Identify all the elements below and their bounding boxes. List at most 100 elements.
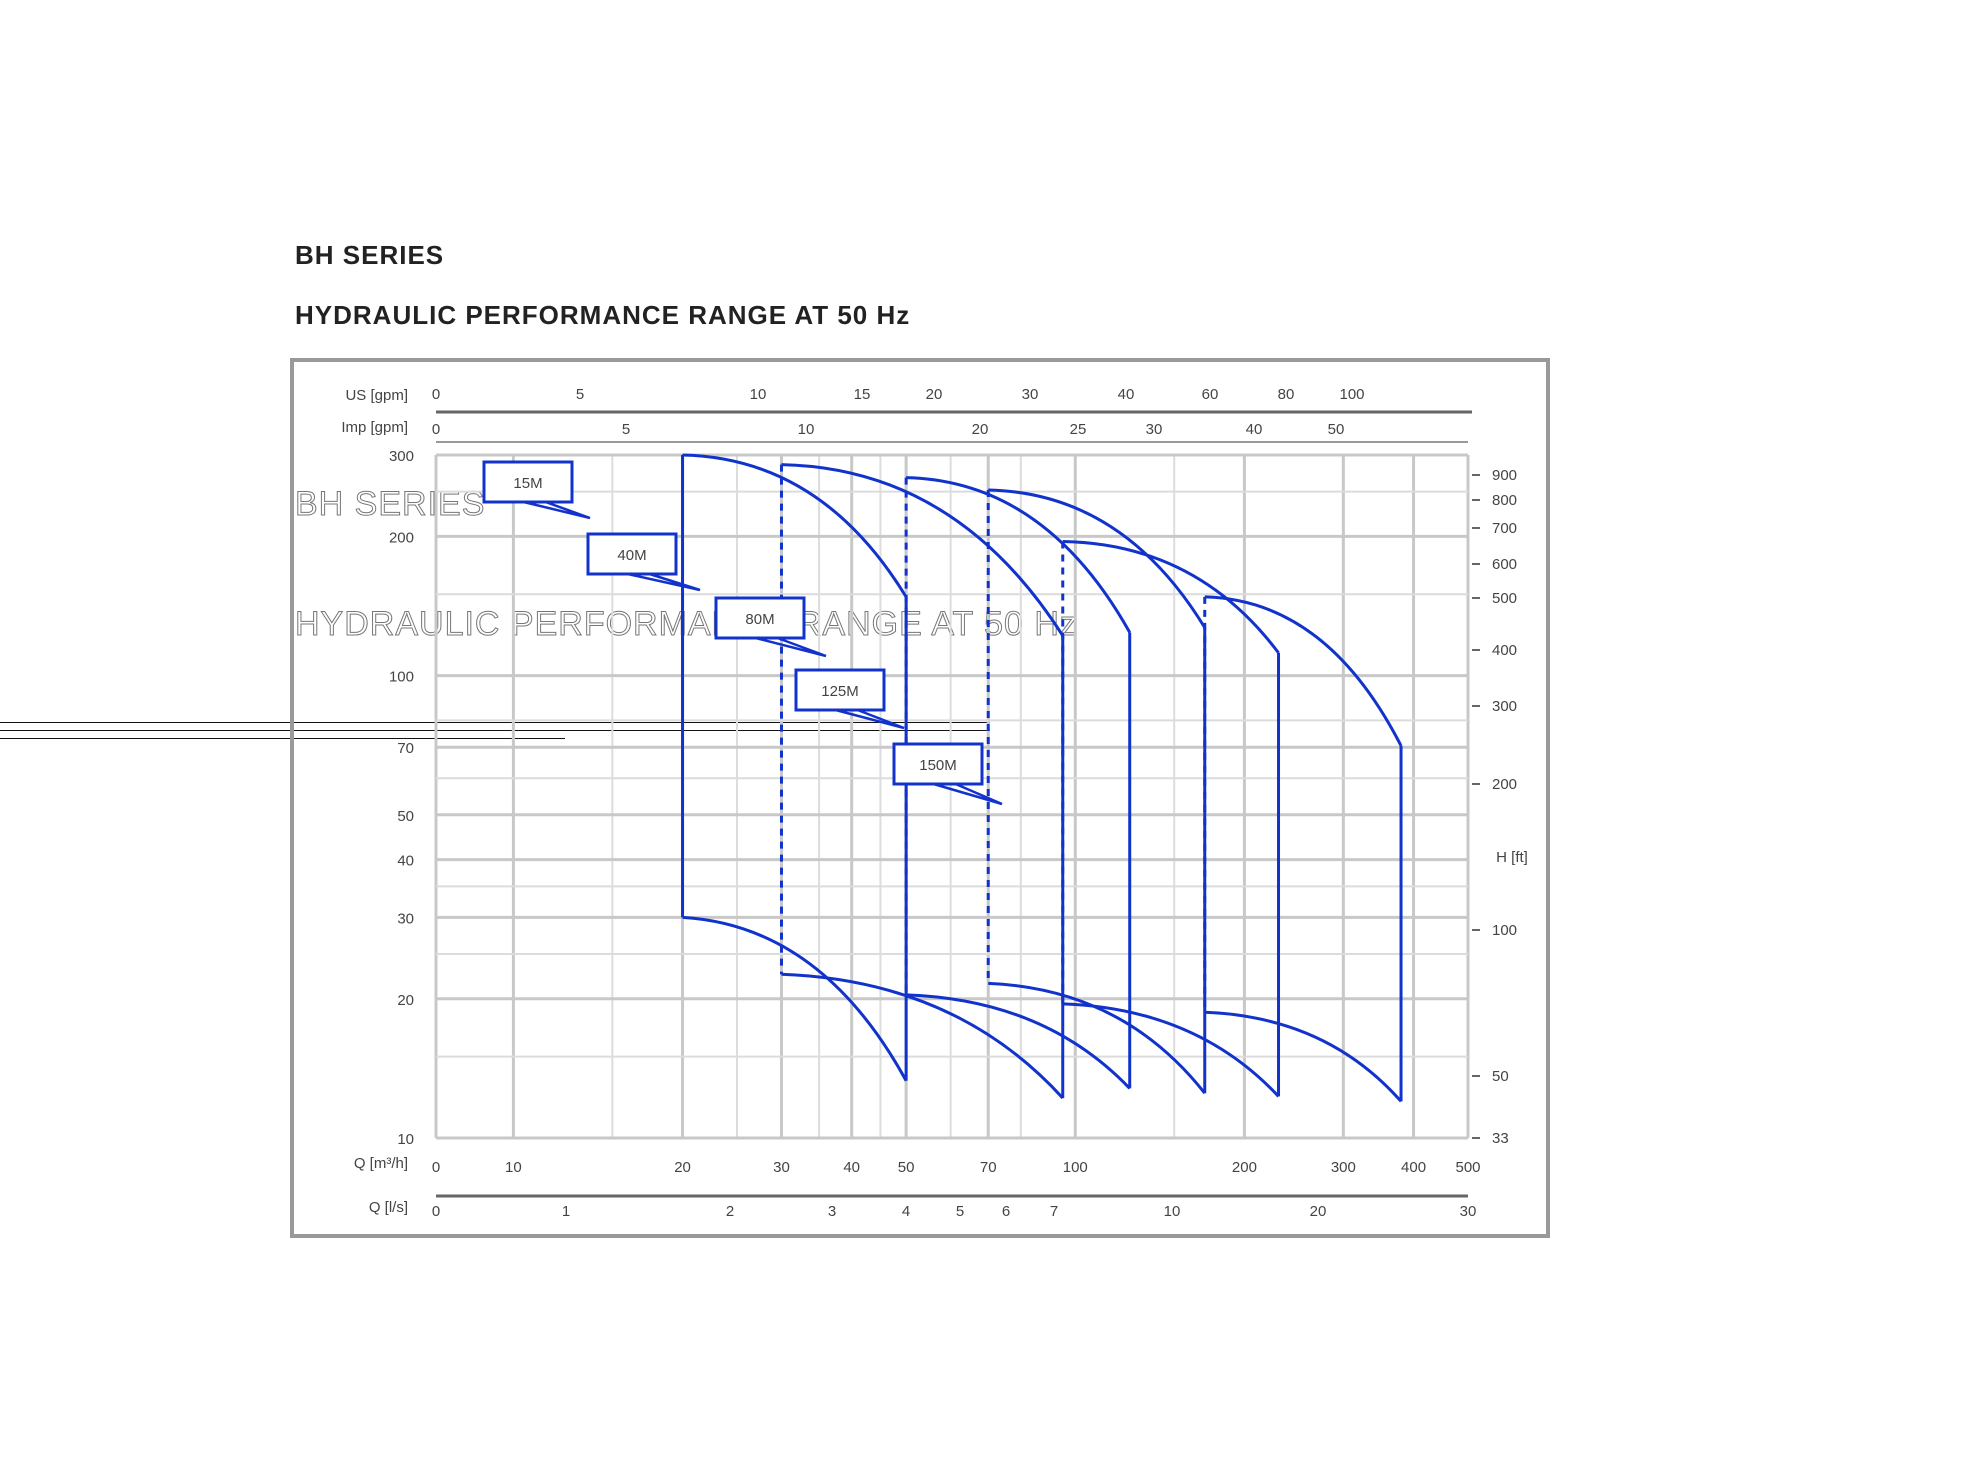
tick-label-q-ls: 5 xyxy=(956,1203,964,1220)
series-top-curve xyxy=(906,476,1132,634)
tick-label-q-ls: 20 xyxy=(1310,1203,1327,1220)
tick-label-imp-gpm: 0 xyxy=(432,421,440,438)
tick-label-us-gpm: 0 xyxy=(432,386,440,403)
series-title: BH SERIES xyxy=(295,240,445,270)
series-label: 125M xyxy=(821,683,859,700)
axis-label-q-ls: Q [l/s] xyxy=(369,1199,408,1216)
tick-label-q-ls: 7 xyxy=(1050,1203,1058,1220)
tick-label-h-ft: 600 xyxy=(1492,556,1517,573)
tick-label-q-m3h: 50 xyxy=(898,1159,915,1176)
series-label: 15M xyxy=(513,475,542,492)
series-label: 40M xyxy=(617,547,646,564)
series-label-box xyxy=(794,668,886,712)
series-label-box xyxy=(714,596,806,640)
chart-frame xyxy=(290,358,1550,1238)
series-label-pointer xyxy=(755,636,827,658)
tick-label-imp-gpm: 30 xyxy=(1146,421,1163,438)
series-top-curve xyxy=(781,463,1065,637)
series-top-curve xyxy=(1062,540,1280,654)
tick-label-h-m: 10 xyxy=(397,1131,414,1148)
series-label-box xyxy=(482,460,574,504)
chart-title-echo: HYDRAULIC PERFORMANCE RANGE AT 50 Hz xyxy=(295,605,1078,644)
series-group xyxy=(1061,540,1281,1098)
axis-label-q-m3h: Q [m³/h] xyxy=(354,1155,408,1172)
tick-label-h-m: 20 xyxy=(397,992,414,1009)
series-label: 150M xyxy=(919,757,957,774)
series-bottom-curve xyxy=(1062,1002,1280,1098)
tick-label-imp-gpm: 10 xyxy=(798,421,815,438)
tick-label-q-m3h: 0 xyxy=(432,1159,440,1176)
overlay-line xyxy=(0,730,990,731)
tick-label-q-ls: 10 xyxy=(1164,1203,1181,1220)
tick-label-us-gpm: 15 xyxy=(854,386,871,403)
series-label-pointer xyxy=(523,500,591,520)
overlay-line xyxy=(0,722,990,723)
axis-label-imp-gpm: Imp [gpm] xyxy=(341,419,408,436)
tick-label-h-ft: 100 xyxy=(1492,922,1517,939)
tick-label-h-m: 200 xyxy=(389,529,414,546)
tick-label-imp-gpm: 50 xyxy=(1328,421,1345,438)
tick-label-us-gpm: 20 xyxy=(926,386,943,403)
tick-label-us-gpm: 80 xyxy=(1278,386,1295,403)
series-label-pointer xyxy=(933,782,1003,806)
tick-label-us-gpm: 100 xyxy=(1339,386,1364,403)
tick-label-h-ft: 50 xyxy=(1492,1068,1509,1085)
tick-label-h-ft: 900 xyxy=(1492,467,1517,484)
tick-label-h-ft: 500 xyxy=(1492,590,1517,607)
tick-label-us-gpm: 60 xyxy=(1202,386,1219,403)
chart-title: HYDRAULIC PERFORMANCE RANGE AT 50 Hz xyxy=(295,300,911,330)
tick-label-q-m3h: 30 xyxy=(773,1159,790,1176)
tick-label-q-m3h: 200 xyxy=(1232,1159,1257,1176)
tick-label-imp-gpm: 25 xyxy=(1070,421,1087,438)
tick-label-us-gpm: 5 xyxy=(576,386,584,403)
series-top-curve xyxy=(682,453,908,598)
series-group xyxy=(904,476,1132,1090)
tick-label-q-ls: 30 xyxy=(1460,1203,1477,1220)
tick-label-h-m: 50 xyxy=(397,808,414,825)
tick-label-h-m: 30 xyxy=(397,910,414,927)
axis-label-us-gpm: US [gpm] xyxy=(345,387,408,404)
series-label: 80M xyxy=(745,611,774,628)
tick-label-q-m3h: 500 xyxy=(1455,1159,1480,1176)
tick-label-h-ft: 300 xyxy=(1492,698,1517,715)
series-label-pointer xyxy=(835,708,905,730)
tick-label-us-gpm: 30 xyxy=(1022,386,1039,403)
tick-label-q-ls: 6 xyxy=(1002,1203,1010,1220)
tick-label-q-m3h: 40 xyxy=(843,1159,860,1176)
tick-label-h-m: 40 xyxy=(397,853,414,870)
tick-label-imp-gpm: 20 xyxy=(972,421,989,438)
tick-label-q-m3h: 100 xyxy=(1063,1159,1088,1176)
tick-label-h-m: 300 xyxy=(389,448,414,465)
tick-label-imp-gpm: 40 xyxy=(1246,421,1263,438)
tick-label-q-ls: 1 xyxy=(562,1203,570,1220)
tick-label-h-m: 100 xyxy=(389,669,414,686)
series-bottom-curve xyxy=(906,993,1131,1090)
tick-label-q-ls: 2 xyxy=(726,1203,734,1220)
tick-label-us-gpm: 10 xyxy=(750,386,767,403)
tick-label-h-ft: 400 xyxy=(1492,642,1517,659)
series-bottom-curve xyxy=(988,981,1206,1095)
series-bottom-curve xyxy=(682,915,908,1082)
tick-label-q-ls: 3 xyxy=(828,1203,836,1220)
tick-label-q-m3h: 400 xyxy=(1401,1159,1426,1176)
series-group xyxy=(1203,595,1403,1103)
tick-label-us-gpm: 40 xyxy=(1118,386,1135,403)
tick-label-q-m3h: 70 xyxy=(980,1159,997,1176)
tick-label-q-m3h: 20 xyxy=(674,1159,691,1176)
tick-label-imp-gpm: 5 xyxy=(622,421,630,438)
series-bottom-curve xyxy=(781,972,1064,1100)
series-label-box xyxy=(586,532,678,576)
tick-label-q-m3h: 300 xyxy=(1331,1159,1356,1176)
overlay-line xyxy=(0,738,565,739)
series-label-pointer xyxy=(627,572,701,592)
tick-label-q-ls: 0 xyxy=(432,1203,440,1220)
tick-label-q-m3h: 10 xyxy=(505,1159,522,1176)
axis-label-h-ft: H [ft] xyxy=(1496,849,1528,866)
tick-label-h-ft: 800 xyxy=(1492,492,1517,509)
tick-label-h-ft: 33 xyxy=(1492,1130,1509,1147)
tick-label-h-m: 70 xyxy=(397,740,414,757)
series-top-curve xyxy=(1204,595,1403,747)
series-top-curve xyxy=(988,488,1207,629)
tick-label-q-ls: 4 xyxy=(902,1203,910,1220)
